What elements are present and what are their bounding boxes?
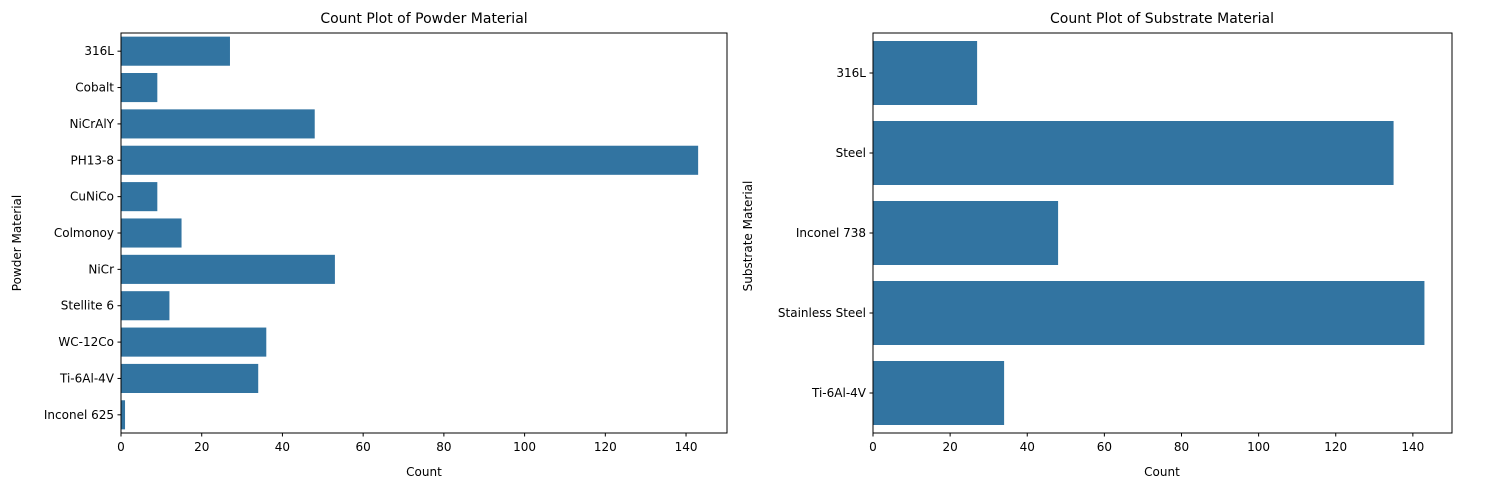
x-tick-label: 140 (1401, 440, 1424, 454)
y-tick-label: Colmonoy (54, 226, 114, 240)
y-tick-label: Ti-6Al-4V (59, 371, 115, 385)
bar (121, 218, 182, 248)
bar (121, 291, 170, 321)
bar (121, 109, 315, 139)
powder-material-chart: Count Plot of Powder Material Count Powd… (10, 11, 728, 479)
y-tick-label: NiCr (88, 262, 114, 276)
bar (873, 201, 1059, 265)
plot-frame (120, 32, 728, 434)
y-tick-label: Inconel 738 (796, 226, 866, 240)
bar (121, 145, 699, 175)
y-tick-label: Stellite 6 (61, 299, 114, 313)
x-tick-label: 100 (513, 440, 536, 454)
bar (873, 41, 978, 105)
bars (121, 36, 699, 430)
x-tick-label: 120 (594, 440, 617, 454)
substrate-material-chart: Count Plot of Substrate Material Count S… (741, 11, 1453, 479)
bar (121, 327, 267, 357)
y-axis-ticks: 316L Steel Inconel 738 Stainless Steel Ti-6A… (778, 66, 873, 400)
bar (873, 281, 1425, 345)
y-tick-label: CuNiCo (70, 190, 114, 204)
y-tick-label: NiCrAlY (70, 117, 115, 131)
bar (121, 73, 158, 103)
x-tick-label: 140 (675, 440, 698, 454)
y-tick-label: Ti-6Al-4V (811, 386, 867, 400)
bars (873, 41, 1425, 425)
x-tick-label: 120 (1324, 440, 1347, 454)
x-axis-label: Count (406, 465, 442, 479)
y-tick-label: 316L (836, 66, 866, 80)
y-axis-label: Substrate Material (741, 181, 755, 292)
y-tick-label: PH13-8 (71, 153, 115, 167)
x-tick-label: 40 (275, 440, 290, 454)
y-tick-label: WC-12Co (58, 335, 114, 349)
x-tick-label: 60 (1097, 440, 1112, 454)
x-tick-label: 0 (117, 440, 125, 454)
x-tick-label: 20 (942, 440, 957, 454)
y-tick-label: Inconel 625 (44, 408, 114, 422)
x-tick-label: 100 (1247, 440, 1270, 454)
x-axis-label: Count (1144, 465, 1180, 479)
x-tick-label: 60 (356, 440, 371, 454)
bar (121, 363, 259, 393)
y-tick-label: Cobalt (75, 81, 114, 95)
bar (121, 254, 335, 284)
x-tick-label: 0 (869, 440, 877, 454)
chart-title: Count Plot of Substrate Material (1050, 11, 1274, 27)
chart-title: Count Plot of Powder Material (320, 11, 527, 27)
y-axis-label: Powder Material (10, 195, 24, 291)
y-tick-label: Steel (836, 146, 866, 160)
bar (121, 36, 230, 66)
bar (873, 121, 1394, 185)
x-axis-ticks: 0 20 40 60 80 100 120 140 (117, 433, 697, 454)
x-tick-label: 80 (1174, 440, 1189, 454)
plot-frame (872, 32, 1453, 434)
x-tick-label: 40 (1020, 440, 1035, 454)
x-tick-label: 80 (436, 440, 451, 454)
bar (873, 361, 1005, 425)
y-axis-ticks: 316L Cobalt NiCrAlY PH13-8 CuNiCo Colmonoy NiC… (44, 44, 121, 422)
y-tick-label: 316L (84, 44, 114, 58)
bar (121, 400, 126, 430)
x-tick-label: 20 (194, 440, 209, 454)
bar (121, 182, 158, 212)
y-tick-label: Stainless Steel (778, 306, 866, 320)
x-axis-ticks: 0 20 40 60 80 100 120 140 (869, 433, 1424, 454)
